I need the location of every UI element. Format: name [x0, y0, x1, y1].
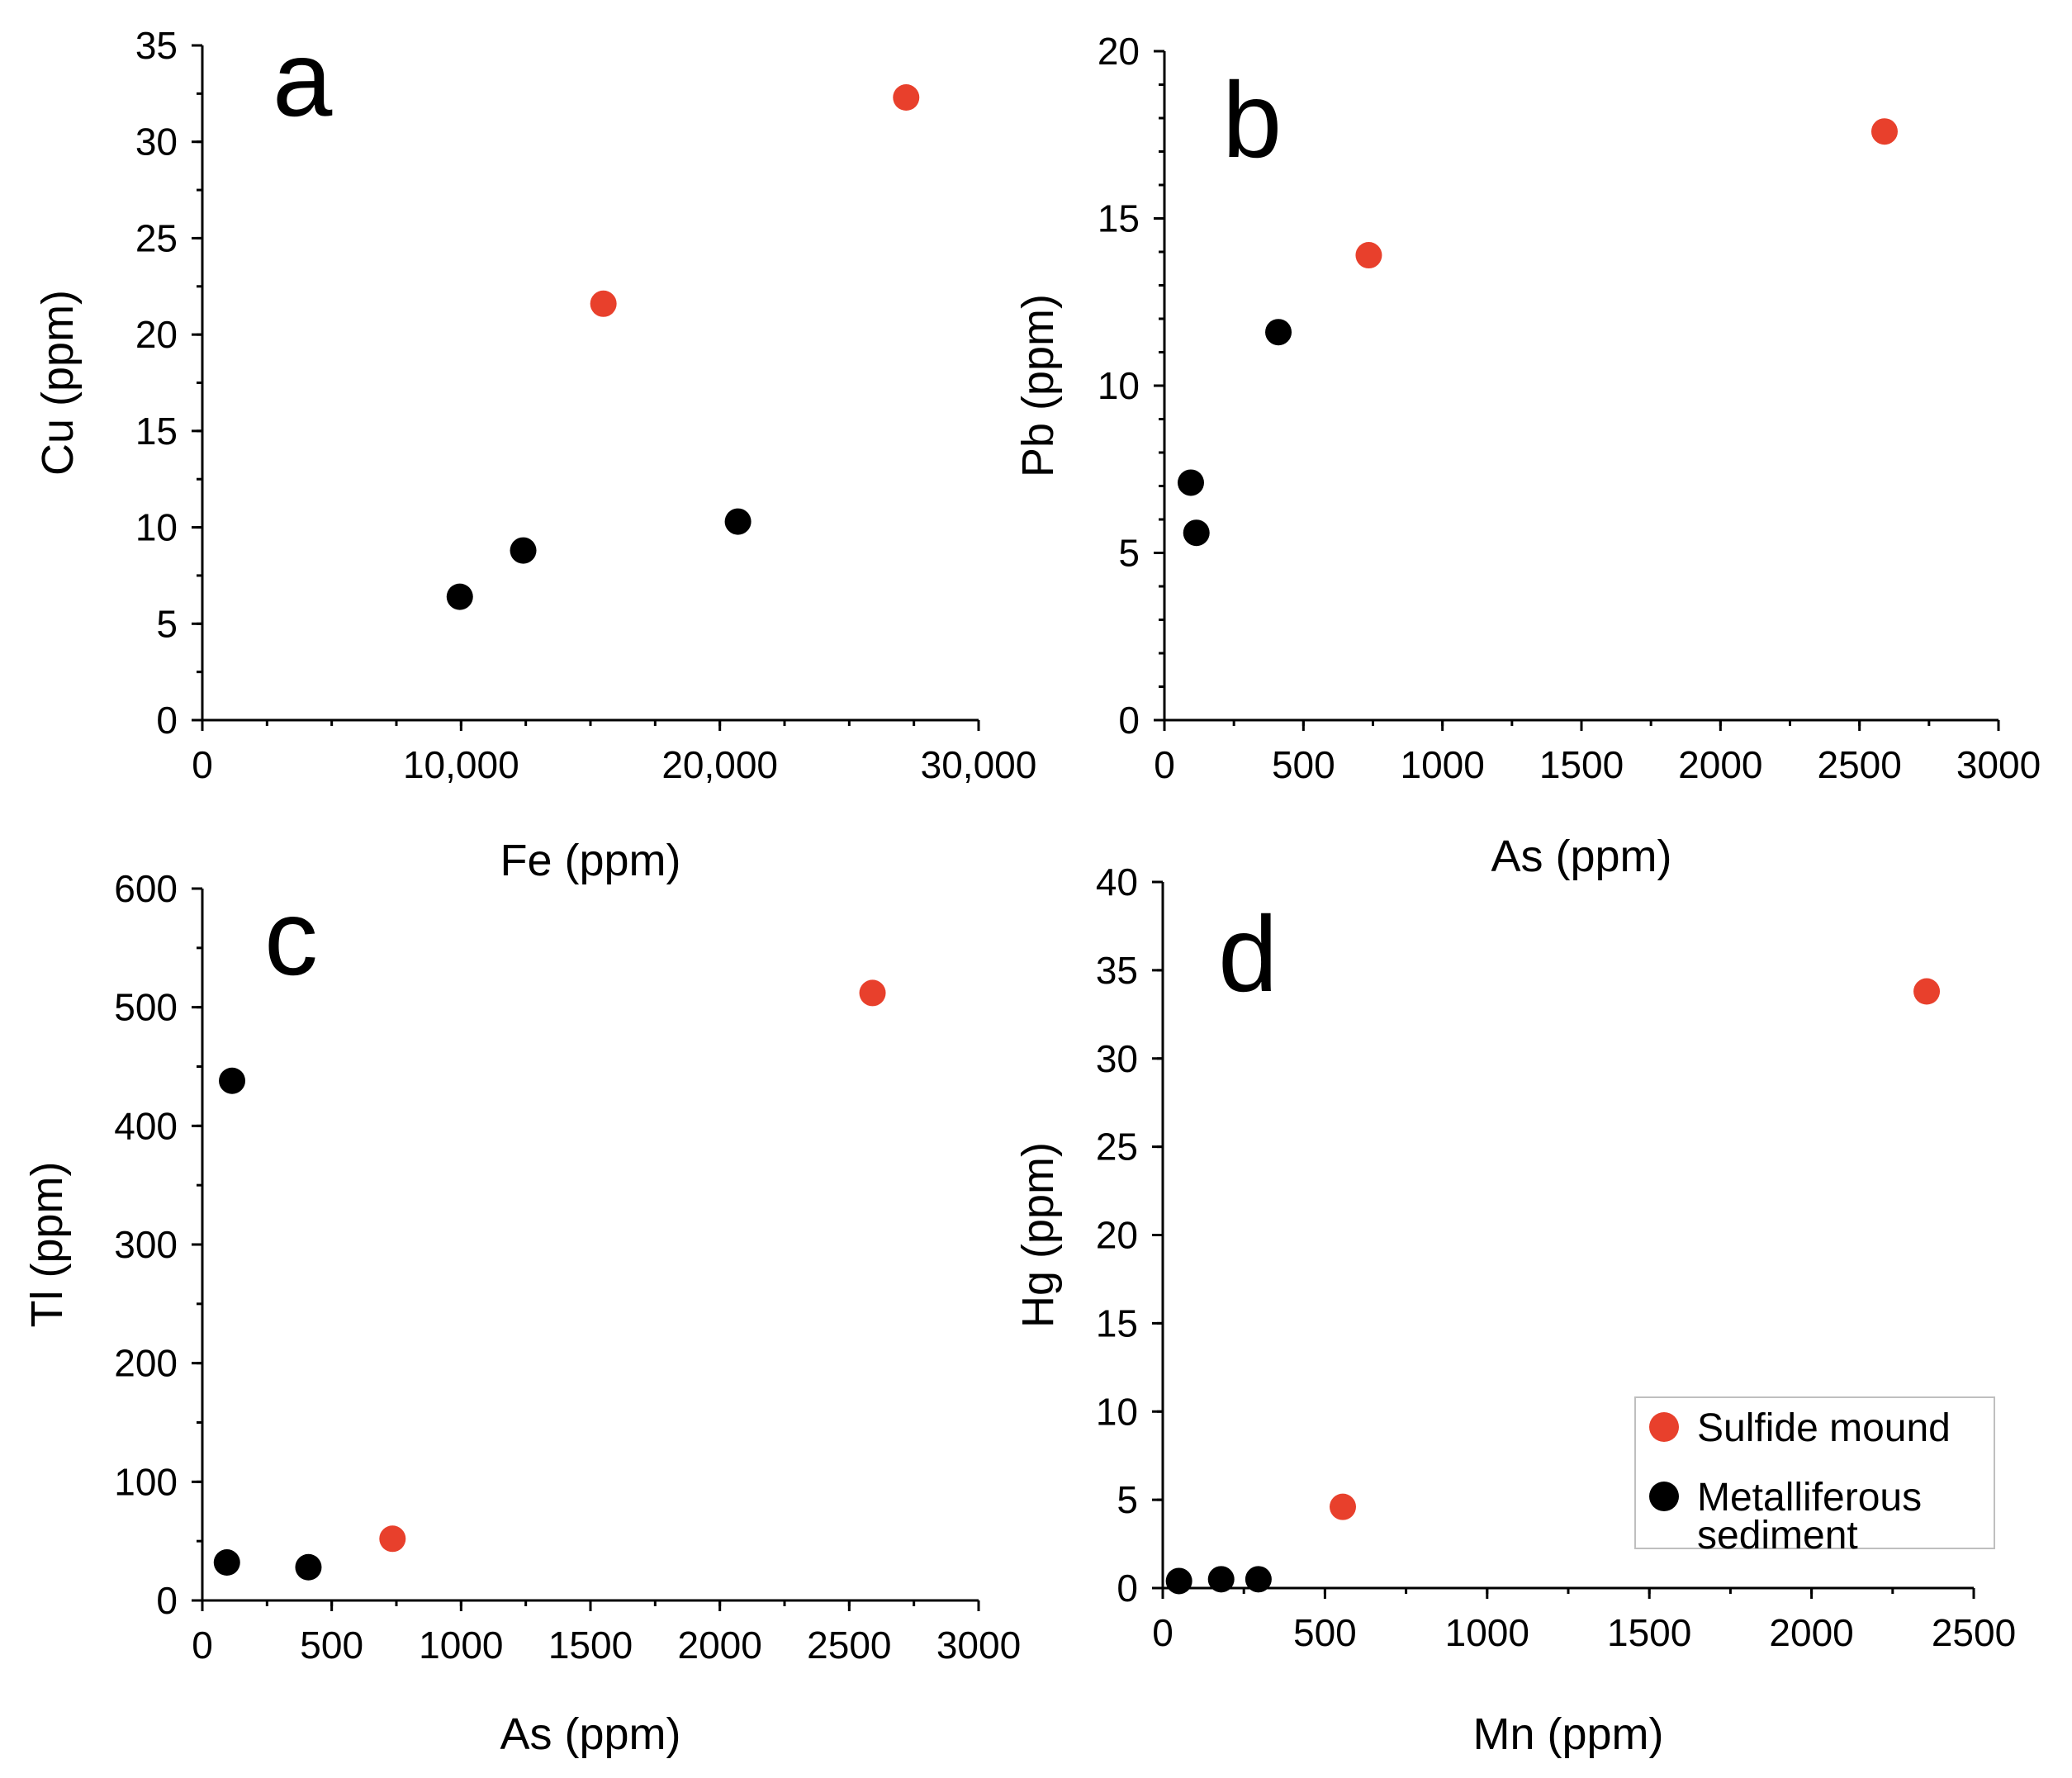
sulfide-mound-point [859, 979, 886, 1007]
metalliferous-sediment-point [213, 1549, 240, 1576]
y-axis-label: Hg (ppm) [1013, 1142, 1063, 1328]
x-tick-label: 2500 [1932, 1611, 2016, 1654]
panel-letter: b [1222, 59, 1282, 180]
y-tick-label: 5 [1118, 532, 1140, 575]
metalliferous-sediment-point [724, 508, 752, 535]
x-tick-label: 1000 [419, 1624, 503, 1667]
x-tick-label: 1500 [1607, 1611, 1691, 1654]
panel-a: 0 10,000 20,000 30,000 0 5 10 15 20 25 30 35 Fe (ppm… [33, 18, 1036, 885]
metalliferous-sediment-point [1245, 1566, 1272, 1593]
y-tick-label: 15 [1096, 1301, 1138, 1344]
y-tick-label: 10 [1098, 364, 1140, 407]
x-tick-label: 2000 [677, 1624, 761, 1667]
y-tick-label: 200 [114, 1342, 178, 1385]
legend-label: Sulfide mound [1697, 1406, 1951, 1450]
y-tick-label: 100 [114, 1460, 178, 1503]
x-tick-label: 1000 [1400, 743, 1484, 786]
x-tick-label: 20,000 [661, 743, 778, 786]
x-tick-label: 2500 [807, 1624, 891, 1667]
metalliferous-sediment-point [1183, 519, 1210, 547]
y-tick-label: 600 [114, 867, 178, 910]
legend-label: sediment [1697, 1514, 1858, 1558]
metalliferous-sediment-point [446, 583, 473, 610]
y-tick-label: 20 [1098, 30, 1140, 73]
x-tick-label: 1000 [1445, 1611, 1529, 1654]
x-tick-label: 10,000 [403, 743, 519, 786]
x-tick-label: 500 [300, 1624, 363, 1667]
y-tick-label: 300 [114, 1223, 178, 1266]
x-axis-label: As (ppm) [1491, 832, 1671, 881]
sulfide-mound-point [1913, 978, 1941, 1005]
sulfide-mound-point [893, 84, 920, 111]
y-tick-label: 20 [1096, 1214, 1138, 1257]
x-tick-label: 30,000 [921, 743, 1037, 786]
x-tick-label: 3000 [936, 1624, 1021, 1667]
x-tick-label: 1500 [1539, 743, 1624, 786]
x-tick-label: 500 [1272, 743, 1335, 786]
y-tick-label: 0 [1118, 699, 1140, 742]
metalliferous-sediment-point [295, 1553, 322, 1581]
panel-letter: a [273, 18, 333, 139]
sulfide-mound-point [1870, 118, 1898, 145]
sulfide-mound-point [590, 290, 617, 317]
x-tick-label: 1500 [548, 1624, 633, 1667]
sulfide-mound-point [1355, 242, 1382, 269]
panel-d: 0 500 1000 1500 2000 2500 0 5 10 15 20 25 30 35 40 Mn (… [1013, 861, 2016, 1759]
legend-box [1634, 1396, 1995, 1549]
y-tick-label: 0 [156, 1579, 178, 1622]
legend-label: Metalliferous [1697, 1476, 1922, 1520]
x-tick-label: 0 [192, 1624, 213, 1667]
y-tick-label: 10 [1096, 1390, 1138, 1433]
y-tick-label: 25 [1096, 1126, 1138, 1169]
y-tick-label: 30 [135, 121, 178, 164]
panel-letter: c [264, 877, 318, 998]
y-tick-label: 40 [1096, 861, 1138, 903]
y-tick-label: 15 [135, 410, 178, 453]
metalliferous-sediment-point [219, 1067, 246, 1094]
metalliferous-sediment-marker [1649, 1482, 1679, 1511]
metalliferous-sediment-point [1265, 319, 1292, 346]
y-tick-label: 0 [156, 699, 178, 742]
metalliferous-sediment-point [1177, 469, 1204, 496]
metalliferous-sediment-point [510, 537, 537, 564]
panel-b: 0 500 1000 1500 2000 2500 3000 0 5 10 15 20 As (ppm)… [1013, 30, 2041, 881]
x-axis-label: As (ppm) [500, 1709, 680, 1759]
x-tick-label: 0 [1154, 743, 1175, 786]
y-tick-label: 15 [1098, 197, 1140, 240]
panel-c: 0 500 1000 1500 2000 2500 3000 0 100 200 300 400 500… [22, 867, 1021, 1759]
y-axis-label: Pb (ppm) [1013, 294, 1063, 477]
y-tick-label: 5 [1117, 1478, 1138, 1521]
x-axis-label: Mn (ppm) [1472, 1709, 1663, 1759]
y-axis-label: Cu (ppm) [33, 290, 83, 476]
x-tick-label: 500 [1293, 1611, 1357, 1654]
y-tick-label: 5 [156, 602, 178, 645]
panel-letter: d [1218, 894, 1278, 1014]
y-axis-label: Tl (ppm) [22, 1162, 72, 1328]
x-tick-label: 0 [192, 743, 213, 786]
sulfide-mound-point [1330, 1493, 1357, 1520]
y-tick-label: 30 [1096, 1037, 1138, 1080]
x-tick-label: 0 [1152, 1611, 1174, 1654]
metalliferous-sediment-point [1207, 1566, 1235, 1593]
x-tick-label: 2500 [1817, 743, 1901, 786]
sulfide-mound-marker [1649, 1412, 1679, 1442]
y-tick-label: 25 [135, 216, 178, 259]
x-tick-label: 2000 [1678, 743, 1762, 786]
y-tick-label: 35 [135, 24, 178, 67]
y-tick-label: 10 [135, 506, 178, 549]
x-tick-label: 2000 [1769, 1611, 1853, 1654]
y-tick-label: 20 [135, 313, 178, 356]
y-tick-label: 35 [1096, 949, 1138, 992]
y-tick-label: 0 [1117, 1567, 1138, 1610]
metalliferous-sediment-point [1165, 1567, 1192, 1595]
x-tick-label: 3000 [1956, 743, 2041, 786]
y-tick-label: 500 [114, 986, 178, 1029]
x-axis-label: Fe (ppm) [500, 836, 680, 885]
y-tick-label: 400 [114, 1104, 178, 1147]
sulfide-mound-point [379, 1525, 406, 1553]
